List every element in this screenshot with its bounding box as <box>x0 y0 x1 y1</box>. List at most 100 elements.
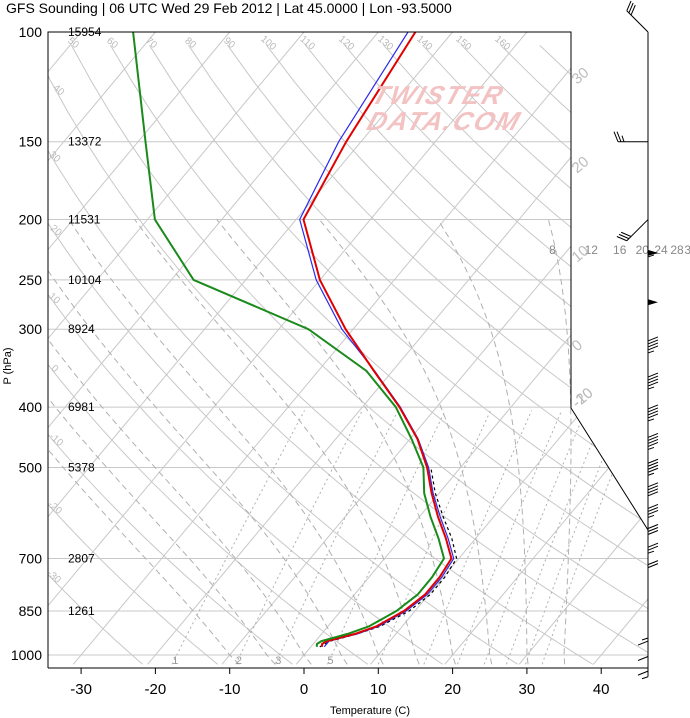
wind-barb-full <box>647 458 659 464</box>
dry-adiabat-line <box>48 45 143 665</box>
moist-adiabat-line <box>216 219 456 665</box>
pressure-label: 700 <box>19 550 43 566</box>
moist-adiabat-line <box>48 219 348 665</box>
x-tick-label: 0 <box>300 681 308 698</box>
x-tick-label: 20 <box>444 681 461 698</box>
dry-adiabat-line <box>109 44 648 665</box>
wind-barb-full <box>637 670 649 676</box>
dry-adiabat-label: 120 <box>336 34 356 53</box>
wind-barb <box>626 0 649 33</box>
height-label: 5378 <box>68 460 95 474</box>
wind-barb-full <box>647 410 659 416</box>
dry-adiabat-label: 140 <box>414 34 434 53</box>
wind-barb <box>647 503 659 539</box>
isotherm-line <box>221 32 648 665</box>
wind-barb-full <box>647 485 659 491</box>
wind-barb-half <box>647 446 655 450</box>
dry-adiabat-label: -10 <box>47 431 65 449</box>
wind-barb-full <box>647 560 659 566</box>
isotherm-label: 20 <box>569 153 593 177</box>
wind-barb-full <box>630 4 636 16</box>
pressure-label: 850 <box>19 603 43 619</box>
wind-barb-flag <box>648 249 658 256</box>
dry-adiabat-label: 160 <box>492 34 512 53</box>
wind-barb-full <box>647 464 659 470</box>
dry-adiabat-label: 70 <box>143 35 159 51</box>
wind-barb-full <box>647 378 659 384</box>
pressure-label: 250 <box>19 272 43 288</box>
mixing-ratio-label: 28 <box>670 243 684 257</box>
wind-barb-full <box>647 441 659 447</box>
wind-barb-full <box>628 2 634 14</box>
parcel-trace <box>319 467 458 648</box>
x-tick-label: -20 <box>145 681 167 698</box>
mixing-ratio-line <box>525 410 623 665</box>
wind-barb-staff <box>626 10 649 33</box>
wind-barb-staff <box>626 219 649 242</box>
wind-barb-full <box>647 381 659 387</box>
moist-adiabat-line <box>134 219 420 665</box>
mixing-ratio-line <box>327 410 446 665</box>
mixing-ratio-line <box>423 410 533 665</box>
wind-barb-full <box>647 407 659 413</box>
wind-barb-full <box>647 524 659 529</box>
wind-barb <box>647 372 659 408</box>
isotherm-line <box>48 32 379 665</box>
isotherm-line <box>48 32 453 665</box>
wind-barb-full <box>626 0 632 11</box>
wind-barb-full <box>647 509 659 515</box>
wind-barb-half <box>641 676 649 680</box>
dry-adiabat-line <box>539 44 648 665</box>
height-label: 11531 <box>68 213 101 227</box>
mixing-ratio-label: 2 <box>236 655 242 667</box>
dry-adiabat-line <box>227 44 648 665</box>
pressure-label: 500 <box>19 459 43 475</box>
wind-barb-full <box>647 375 659 381</box>
x-tick-label: -30 <box>70 681 92 698</box>
wind-barb <box>647 482 659 517</box>
wind-barb <box>647 524 659 559</box>
mixing-ratio-label: 32 <box>684 243 690 257</box>
wind-barb-full <box>647 461 659 467</box>
dry-adiabat-line <box>383 44 648 665</box>
mixing-ratio-label: 20 <box>636 243 650 257</box>
isotherm-line <box>518 32 648 665</box>
wind-barb-full <box>637 656 649 661</box>
wind-barb-half <box>647 550 655 554</box>
isotherm-line <box>593 32 648 665</box>
x-tick-label: 10 <box>370 681 387 698</box>
y-axis-label: P (hPa) <box>2 347 14 384</box>
wind-barb-half <box>647 254 655 258</box>
moist-adiabat-line <box>319 219 493 665</box>
height-label: 1261 <box>68 604 95 618</box>
dry-adiabat-line <box>500 44 648 665</box>
dry-adiabat-label: 80 <box>182 35 198 51</box>
wind-barb-full <box>647 563 659 569</box>
isotherm-label: -10 <box>569 385 597 412</box>
dry-adiabat-line <box>48 45 293 665</box>
dry-adiabat-line <box>305 44 648 665</box>
dry-adiabat-line <box>266 44 648 665</box>
wind-barb-full <box>647 432 659 438</box>
isotherm-line <box>72 32 602 665</box>
wind-barb <box>647 299 658 330</box>
wind-barb-full <box>613 131 619 142</box>
dry-adiabat-line <box>48 44 594 665</box>
isotherm-label: 30 <box>569 64 593 88</box>
dry-adiabat-line <box>578 44 648 665</box>
wind-barb-half <box>641 637 649 641</box>
mixing-ratio-label: 3 <box>275 655 281 667</box>
dewpoint-line <box>132 32 446 647</box>
wind-barb <box>616 219 649 242</box>
isotherm-line <box>48 32 156 665</box>
x-tick-label: 30 <box>519 681 536 698</box>
wind-barb-half <box>647 350 655 354</box>
wind-barb-half <box>621 135 625 142</box>
watermark-line-1: TWISTER <box>368 81 508 110</box>
moist-adiabat-line <box>437 219 529 665</box>
dry-adiabat-line <box>148 44 648 665</box>
height-label: 8924 <box>68 322 95 336</box>
wind-barb <box>613 131 648 143</box>
